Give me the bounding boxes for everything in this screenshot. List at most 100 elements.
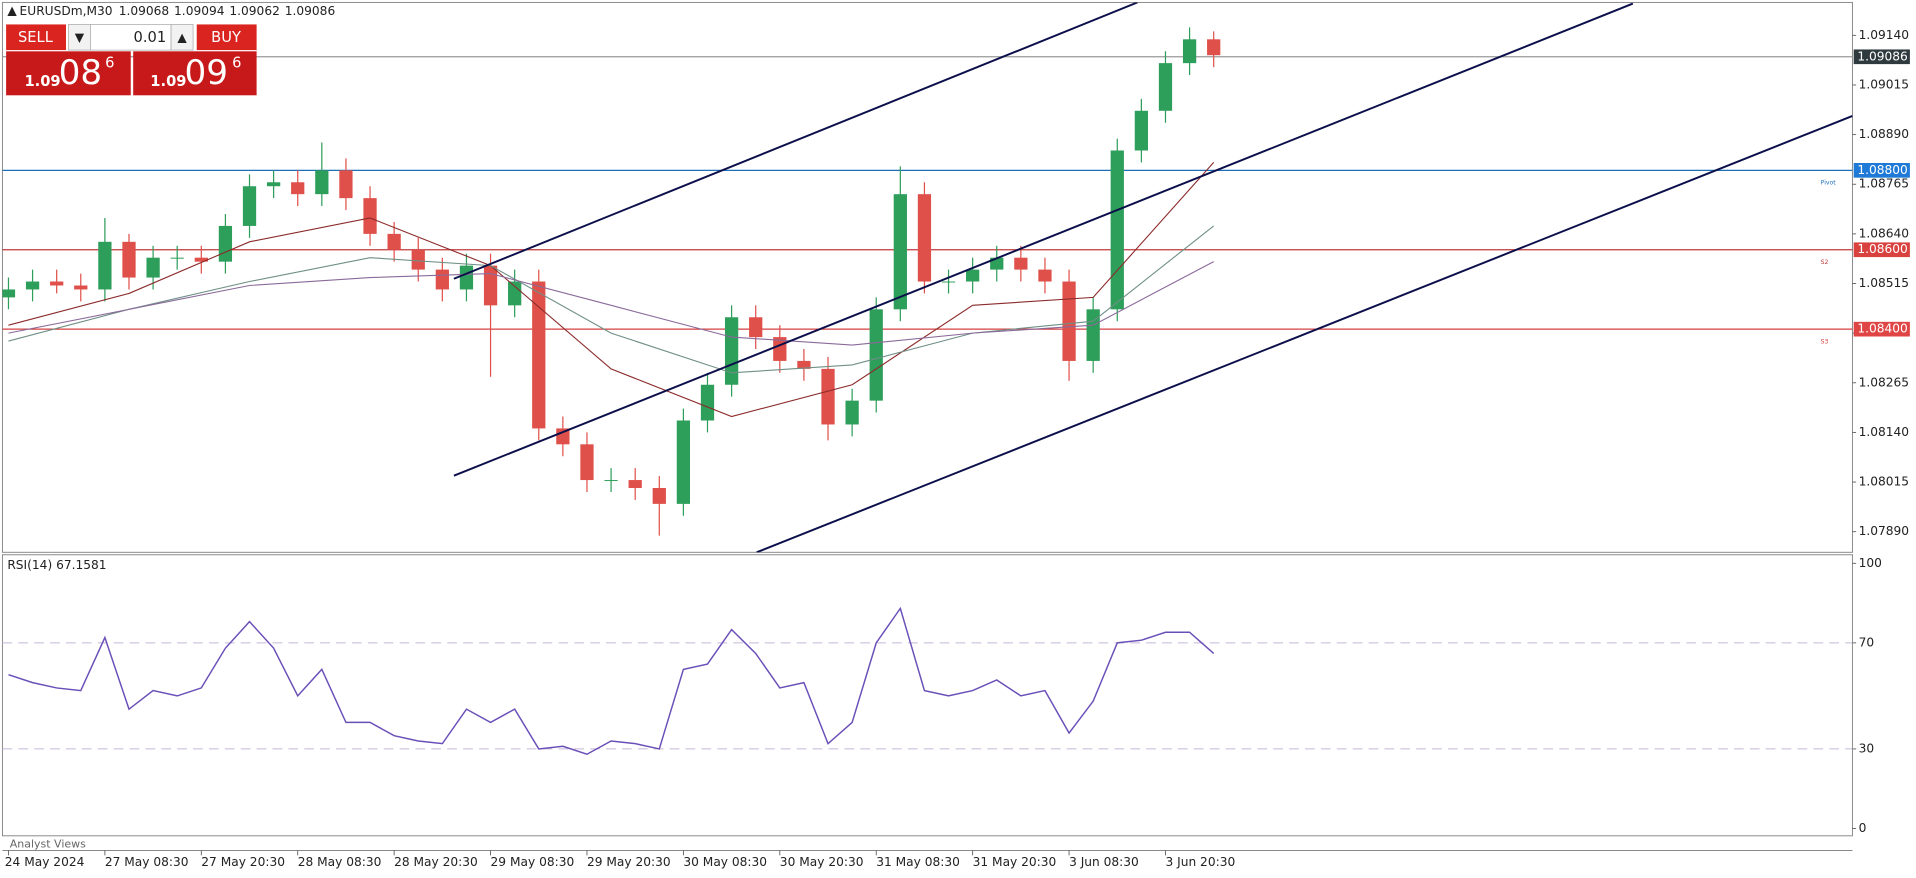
y-tick-label: 1.08515 <box>1859 276 1909 290</box>
candle-body <box>50 281 64 286</box>
lot-value[interactable]: 0.01 <box>134 29 167 46</box>
header-arrow: ▲ <box>7 3 17 17</box>
y-tick-label: 1.08890 <box>1859 127 1909 141</box>
candle-body <box>411 249 425 270</box>
y-tick-label: 1.07890 <box>1859 524 1909 538</box>
trade-panel: SELL ▼ 0.01 ▲ BUY 1.09 08 6 1.09 09 6 <box>6 24 257 96</box>
candle-body <box>1182 39 1197 64</box>
symbol: EURUSDm,M30 <box>20 3 113 17</box>
x-tick-label: 30 May 08:30 <box>683 855 767 869</box>
candle-body <box>652 487 666 504</box>
trend-line <box>453 2 1138 280</box>
candle-body <box>580 444 594 481</box>
candle-body <box>797 360 811 369</box>
open: 1.09068 <box>119 3 169 17</box>
candle-body <box>291 182 305 195</box>
buy-price-box[interactable] <box>133 51 257 96</box>
x-tick-label: 30 May 20:30 <box>780 855 864 869</box>
sell-button[interactable] <box>6 24 66 51</box>
lot-down-arrow: ▼ <box>75 30 85 44</box>
level-label-box <box>1853 163 1910 178</box>
candle-body <box>315 170 329 195</box>
rsi-plot <box>2 606 1853 756</box>
sell-price-pips: 08 <box>59 53 103 93</box>
candle-body <box>1158 63 1173 111</box>
buy-price-pips: 09 <box>185 53 229 93</box>
level-tag: S3 <box>1821 338 1829 345</box>
x-tick-label: 28 May 08:30 <box>298 855 382 869</box>
x-tick-label: 31 May 20:30 <box>973 855 1057 869</box>
rsi-y-tick-label: 0 <box>1859 821 1867 835</box>
level-label: 1.08400 <box>1857 322 1907 336</box>
candle-body <box>266 182 281 187</box>
footer-panel[interactable]: Analyst Views <box>10 837 86 850</box>
moving-average <box>8 261 1214 346</box>
lot-up-arrow: ▲ <box>177 30 187 44</box>
level-label: 1.08600 <box>1857 242 1907 256</box>
candle-body <box>194 257 208 262</box>
sell-price-frac: 6 <box>105 55 114 72</box>
low: 1.09062 <box>229 3 279 17</box>
candle-body <box>242 186 257 226</box>
candle-body <box>1014 257 1028 270</box>
rsi-y-tick-label: 30 <box>1859 741 1875 755</box>
buy-label[interactable]: BUY <box>211 29 241 46</box>
candle-body <box>2 289 16 298</box>
candle-body <box>25 281 40 290</box>
x-tick-label: 31 May 08:30 <box>876 855 960 869</box>
candle-body <box>74 285 88 290</box>
candle-body <box>146 257 160 278</box>
candle-body <box>363 198 377 234</box>
trend-line <box>453 2 1634 477</box>
x-tick-label: 29 May 20:30 <box>587 855 671 869</box>
candle-body <box>170 257 184 259</box>
trend-line <box>756 115 1853 553</box>
high: 1.09094 <box>174 3 225 17</box>
x-tick-label: 27 May 20:30 <box>201 855 285 869</box>
candle-body <box>749 317 763 338</box>
candle-body <box>339 170 353 199</box>
level-tag: S2 <box>1821 259 1829 266</box>
candle-body <box>532 281 546 429</box>
y-tick-label: 1.08015 <box>1859 475 1909 489</box>
y-tick-label: 1.08265 <box>1859 375 1909 389</box>
y-tick-label: 1.09140 <box>1859 28 1909 42</box>
lot-input[interactable] <box>90 24 172 51</box>
candle-body <box>990 257 1004 270</box>
candle-body <box>821 368 835 425</box>
level-label: 1.09086 <box>1857 49 1907 63</box>
buy-button[interactable] <box>196 24 257 51</box>
candle-body <box>218 225 233 262</box>
level-label: 1.08800 <box>1857 163 1907 177</box>
candle-body <box>387 233 401 250</box>
y-tick-label: 1.08765 <box>1859 177 1909 191</box>
chart-header: EURUSDm,M30 1.09068 1.09094 1.09062 1.09086 <box>20 3 336 17</box>
candle-body <box>700 384 715 421</box>
candle-body <box>1062 281 1076 361</box>
rsi-line <box>8 606 1215 756</box>
candle-body <box>845 400 859 425</box>
x-tick-label: 3 Jun 08:30 <box>1069 855 1139 869</box>
candle-body <box>483 265 498 306</box>
candle-body <box>724 317 739 385</box>
close: 1.09086 <box>285 3 335 17</box>
main-frame <box>1 1 1853 553</box>
candle-body <box>893 194 907 310</box>
lot-up[interactable] <box>170 24 194 51</box>
moving-average <box>8 162 1215 418</box>
candle-body <box>917 194 932 282</box>
sell-price-box[interactable] <box>6 51 131 96</box>
candle-body <box>1038 269 1052 282</box>
candle-body <box>508 281 522 306</box>
buy-price-frac: 6 <box>232 55 241 72</box>
price-plot <box>2 2 1853 553</box>
rsi-y-tick-label: 70 <box>1859 635 1875 649</box>
candle-body <box>435 269 449 290</box>
candle-body <box>98 241 112 290</box>
candle-body <box>966 269 980 282</box>
axes: 1.078901.080151.081401.082651.083901.085… <box>5 28 1910 869</box>
x-tick-label: 28 May 20:30 <box>394 855 478 869</box>
sell-label[interactable]: SELL <box>18 29 54 46</box>
y-tick-label: 1.08640 <box>1859 226 1909 240</box>
